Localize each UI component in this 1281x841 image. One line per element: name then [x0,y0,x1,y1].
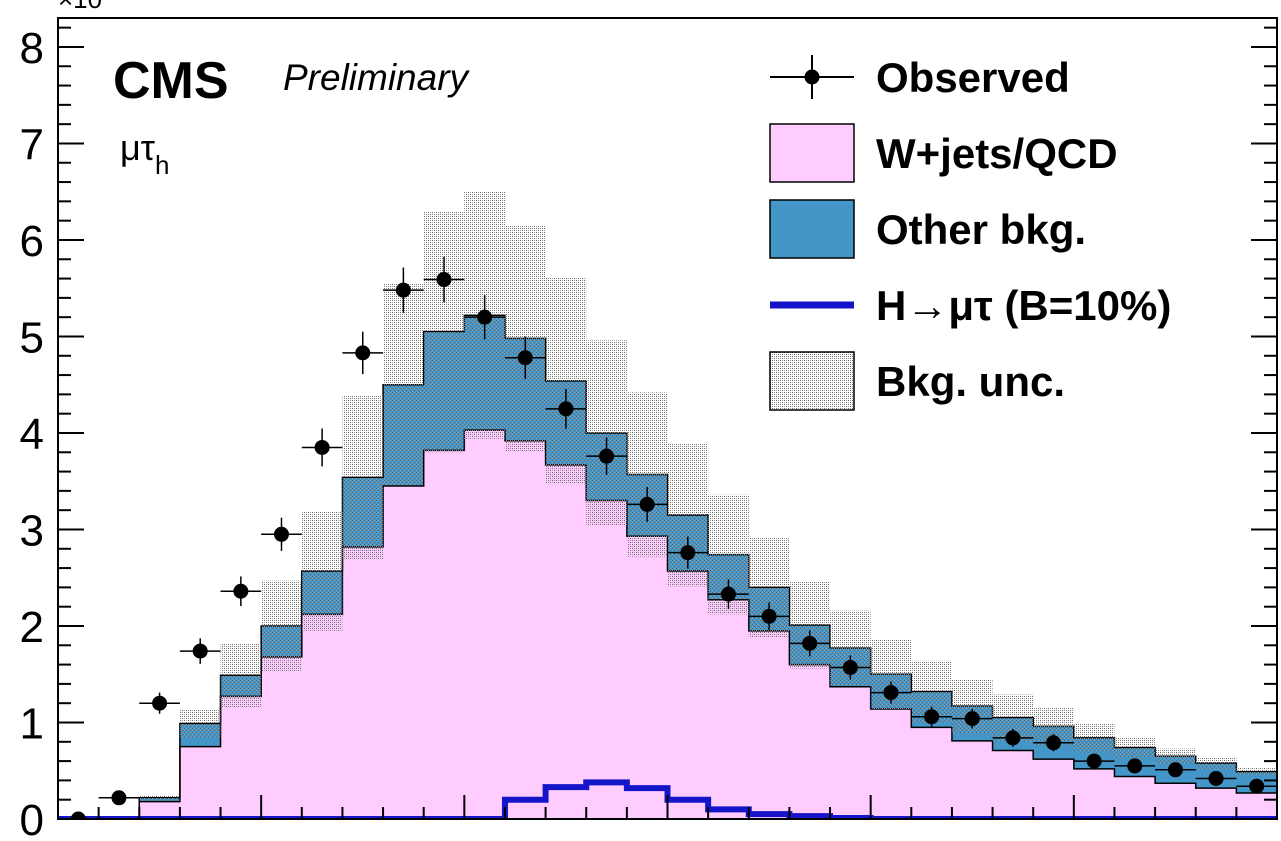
legend-signal-label: H→μτ (B=10%) [876,282,1171,329]
observed-point [680,545,696,561]
bkg-uncertainty-band [139,794,180,801]
observed-point [517,350,533,366]
legend-wjets-qcd-label: W+jets/QCD [876,130,1118,177]
observed-point [1167,762,1183,778]
bar-wjets-qcd [1033,759,1075,819]
observed-point [395,282,411,298]
bar-wjets-qcd [301,614,343,819]
observed-point [842,659,858,675]
observed-point [720,586,736,602]
observed-point [1005,730,1021,746]
observed-point [192,643,208,659]
bkg-uncertainty-band [383,283,424,487]
bar-wjets-qcd [342,546,384,819]
bar-wjets-qcd [626,536,668,819]
bkg-uncertainty-band [179,709,221,737]
y-tick-label: 7 [20,120,44,169]
bar-wjets-qcd [586,500,628,819]
observed-point [233,583,249,599]
legend-observed-label: Observed [876,54,1070,101]
bkg-uncertainty-band [301,511,343,631]
observed-point [70,811,86,819]
channel-label: μτh [120,127,169,180]
bar-wjets-qcd [911,727,953,819]
channel-main: μτ [120,127,155,168]
observed-point [802,635,818,651]
observed-point [1249,778,1265,794]
bkg-uncertainty-band [342,395,384,560]
bar-wjets-qcd [951,740,994,819]
bar-wjets-qcd [1236,792,1277,819]
bkg-uncertainty-band [220,643,262,708]
y-tick-label: 8 [20,24,44,73]
observed-point [558,401,574,417]
observed-point [1127,758,1143,774]
observed-point [761,608,777,624]
y-axis-exponent: ×10 [58,0,102,14]
observed-point [639,496,655,512]
y-tick-label: 6 [20,217,44,266]
observed-point [477,309,493,325]
observed-point [964,711,980,727]
bkg-uncertainty-band [261,580,302,672]
y-tick-label: 2 [20,603,44,652]
bar-wjets-qcd [830,686,872,819]
observed-point [924,709,940,725]
bkg-uncertainty-band [586,340,627,526]
observed-point [111,790,127,806]
bar-wjets-qcd [423,450,465,819]
bar-wjets-qcd [708,599,750,819]
bar-wjets-qcd [748,630,790,819]
bkg-uncertainty-band [545,277,587,485]
observed-point [273,526,289,542]
bar-wjets-qcd [870,708,912,819]
y-tick-label: 1 [20,699,44,748]
legend-other-bkg-swatch [769,199,855,259]
y-tick-label: 3 [20,506,44,555]
legend-bkg-unc-swatch [769,351,855,411]
bar-wjets-qcd [179,746,222,819]
observed-point [152,695,168,711]
cms-label: CMS [113,52,229,110]
legend-bkg-unc-label: Bkg. unc. [876,358,1065,405]
channel-subscript: h [155,150,169,180]
observed-point [1046,735,1062,751]
y-tick-label: 4 [20,410,44,459]
observed-point [1208,770,1224,786]
bkg-uncertainty-band [1195,757,1237,769]
bar-wjets-qcd [139,801,181,819]
bar-wjets-qcd [383,486,425,819]
legend-other-bkg-label: Other bkg. [876,206,1086,253]
bkg-uncertainty-band [1155,748,1196,764]
bkg-uncertainty-band [626,392,668,557]
bar-wjets-qcd [1195,788,1237,819]
bar-wjets-qcd [1073,768,1115,819]
bar-wjets-qcd [464,430,506,819]
bkg-uncertainty-band [1073,723,1115,753]
y-tick-label: 0 [20,796,44,841]
bar-wjets-qcd [504,440,547,819]
observed-point [436,272,452,288]
legend-wjets-qcd-swatch [769,123,855,183]
observed-point [883,685,899,701]
bar-wjets-qcd [1155,783,1197,819]
bar-wjets-qcd [992,750,1034,819]
bkg-uncertainty-band [1236,767,1277,776]
y-tick-label: 5 [20,313,44,362]
bkg-uncertainty-band [423,211,465,453]
observed-point [599,448,615,464]
bar-wjets-qcd [789,664,831,819]
bar-wjets-qcd [667,570,709,819]
bar-wjets-qcd [545,464,587,819]
legend-observed-marker [804,69,820,85]
preliminary-label: Preliminary [283,57,471,98]
bar-wjets-qcd [220,696,262,819]
bar-wjets-qcd [261,656,303,819]
observed-point [314,439,330,455]
bar-wjets-qcd [1114,776,1156,819]
observed-point [1086,753,1102,769]
observed-point [355,345,371,361]
bkg-uncertainty-band [1114,736,1156,759]
